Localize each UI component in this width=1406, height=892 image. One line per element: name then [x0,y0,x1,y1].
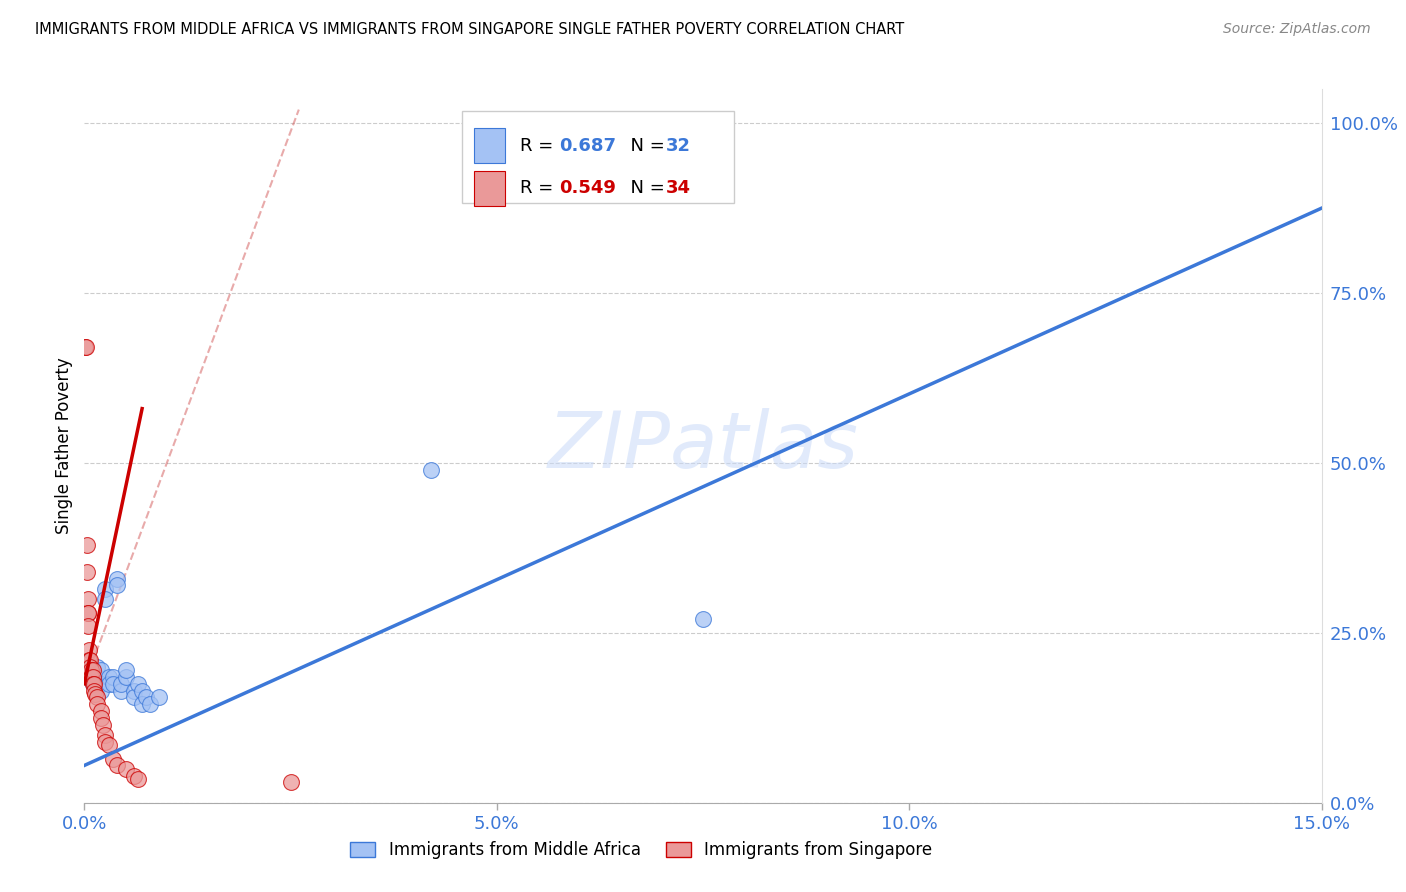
Point [103,670,125,684]
Point [90,663,112,677]
Point [110,683,132,698]
Point [79,643,101,657]
Point [90,677,112,691]
Point [94,728,117,742]
Point [98,677,121,691]
Text: N =: N = [619,179,671,197]
Point [86,660,108,674]
Bar [474,128,505,162]
Text: N =: N = [619,136,671,154]
Point [91,717,114,731]
Point [82,677,104,691]
Y-axis label: Single Father Poverty: Single Father Poverty [55,358,73,534]
Point [98,670,121,684]
Point [83,683,105,698]
Point [80,670,103,684]
Point [79,660,101,674]
Point [114,663,136,677]
Point [77,619,100,633]
Point [131,683,153,698]
Point [76,591,98,606]
Point [77,606,100,620]
Text: 34: 34 [666,179,690,197]
Text: Source: ZipAtlas.com: Source: ZipAtlas.com [1223,22,1371,37]
Point [75,341,97,355]
Point [80,673,103,688]
Text: R =: R = [520,179,558,197]
Point [114,762,136,776]
Point [105,758,128,772]
Point [103,677,125,691]
FancyBboxPatch shape [461,111,734,203]
Point [82,663,104,677]
Point [122,683,145,698]
Text: 0.687: 0.687 [560,136,616,154]
Point [79,653,101,667]
Point [82,670,104,684]
Text: R =: R = [520,136,558,154]
Point [110,677,132,691]
Point [127,772,149,786]
Point [76,537,98,551]
Point [82,677,104,691]
Point [131,698,153,712]
Point [90,683,112,698]
Point [90,711,112,725]
Text: 32: 32 [666,136,690,154]
Point [76,606,98,620]
Point [103,751,125,765]
Point [86,690,108,705]
Point [98,738,121,752]
Point [105,578,128,592]
Point [127,677,149,691]
Point [148,690,170,705]
Point [76,565,98,579]
Text: IMMIGRANTS FROM MIDDLE AFRICA VS IMMIGRANTS FROM SINGAPORE SINGLE FATHER POVERTY: IMMIGRANTS FROM MIDDLE AFRICA VS IMMIGRA… [35,22,904,37]
Point [94,591,117,606]
Text: ZIPatlas: ZIPatlas [547,408,859,484]
Point [122,769,145,783]
Point [94,582,117,596]
Point [419,463,441,477]
Point [80,663,103,677]
Point [114,670,136,684]
Point [139,698,162,712]
Bar [474,171,505,205]
Point [75,341,97,355]
Point [82,663,104,677]
Point [135,690,157,705]
Text: 0.549: 0.549 [560,179,616,197]
Point [84,687,107,701]
Point [83,677,105,691]
Point [80,660,103,674]
Point [122,690,145,705]
Point [105,572,128,586]
Point [86,698,108,712]
Point [86,670,108,684]
Point [280,775,302,789]
Point [82,670,104,684]
Point [90,704,112,718]
Point [94,734,117,748]
Point [692,612,714,626]
Point [79,653,101,667]
Legend: Immigrants from Middle Africa, Immigrants from Singapore: Immigrants from Middle Africa, Immigrant… [343,835,939,866]
